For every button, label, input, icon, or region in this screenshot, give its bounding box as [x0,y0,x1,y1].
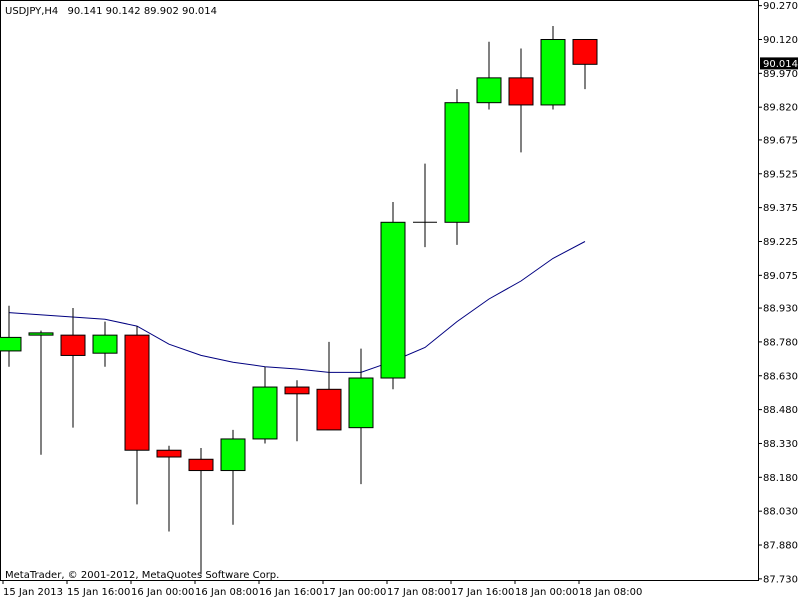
candle-body-bear [60,334,86,356]
price-tick-label: 88.930 [763,304,798,315]
price-tick-label: 89.820 [763,103,798,114]
price-tick-label: 88.180 [763,473,798,484]
current-price-box [760,57,798,70]
time-tick-label: 17 Jan 00:00 [323,587,386,598]
chart-header: USDJPY,H4 90.141 90.142 89.902 90.014 [5,6,217,17]
time-tick-label: 17 Jan 16:00 [451,587,514,598]
price-tick-label: 88.630 [763,371,798,382]
candle[interactable] [444,89,470,245]
time-axis: 15 Jan 2013 15 Jan 16:00 16 Jan 00:00 16 Ja… [2,580,642,598]
candle-body-bear [124,334,150,451]
time-tick-label: 16 Jan 00:00 [131,587,194,598]
candle[interactable] [220,429,246,525]
candle-body-bull [380,221,406,379]
candle-body-bull [348,377,374,429]
candle[interactable] [348,348,374,485]
candle-body-bull [28,332,54,336]
candle[interactable] [124,326,150,505]
candle-body-bull [220,438,246,472]
candle[interactable] [156,445,182,532]
price-tick-label: 89.075 [763,271,798,282]
candle-body-bear [284,386,310,395]
time-tick-label: 18 Jan 08:00 [579,587,642,598]
candle-body-bull [92,334,118,354]
price-tick-label: 88.780 [763,337,798,348]
candles-layer [0,25,598,575]
time-tick-label: 17 Jan 08:00 [387,587,450,598]
time-tick-label: 15 Jan 16:00 [67,587,130,598]
candle[interactable] [252,366,278,444]
candle-body-bull [540,38,566,106]
candle[interactable] [540,25,566,110]
ohlc-label: 90.141 90.142 89.902 90.014 [67,6,217,17]
candle-body-bull [252,386,278,440]
time-tick-label: 15 Jan 2013 [3,587,63,598]
price-tick-label: 88.480 [763,405,798,416]
current-price-label: 90.014 [763,59,798,70]
symbol-label: USDJPY,H4 [5,6,58,17]
candle[interactable] [572,38,598,90]
candle[interactable] [508,48,534,153]
price-tick-label: 90.270 [763,1,798,12]
price-tick-label: 90.120 [763,35,798,46]
price-tick-label: 89.525 [763,169,798,180]
candle[interactable] [28,330,54,455]
candle[interactable] [188,447,214,575]
time-tick-label: 16 Jan 08:00 [195,587,258,598]
candle[interactable] [380,201,406,390]
time-tick-label: 18 Jan 00:00 [515,587,578,598]
candle[interactable] [60,308,86,428]
time-tick-label: 16 Jan 16:00 [259,587,322,598]
candle[interactable] [413,163,437,248]
candle[interactable] [316,341,342,431]
candle-body-bear [316,388,342,431]
candle[interactable] [284,380,310,442]
copyright-label: MetaTrader, © 2001-2012, MetaQuotes Soft… [5,570,279,581]
candle-body-bear [156,449,182,458]
price-tick-label: 89.970 [763,69,798,80]
candle-body-bull [0,336,22,352]
candle[interactable] [0,305,22,367]
price-tick-label: 89.225 [763,237,798,248]
price-tick-label: 89.375 [763,203,798,214]
price-tick-label: 87.880 [763,541,798,552]
candle-body-bear [508,77,534,106]
price-tick-label: 88.030 [763,507,798,518]
price-axis: 90.270 90.120 89.970 89.820 89.675 89.525 89.3… [758,1,798,585]
candle-body-bear [572,38,598,65]
candle-body-bull [444,102,470,223]
candle[interactable] [92,321,118,367]
price-tick-label: 88.330 [763,439,798,450]
price-tick-label: 87.730 [763,574,798,585]
price-tick-label: 89.675 [763,135,798,146]
candle-body-bear [188,458,214,472]
plot-frame [0,0,759,581]
current-price-marker: 90.014 [760,57,798,70]
candle-body-bull [476,77,502,104]
candle[interactable] [476,41,502,110]
